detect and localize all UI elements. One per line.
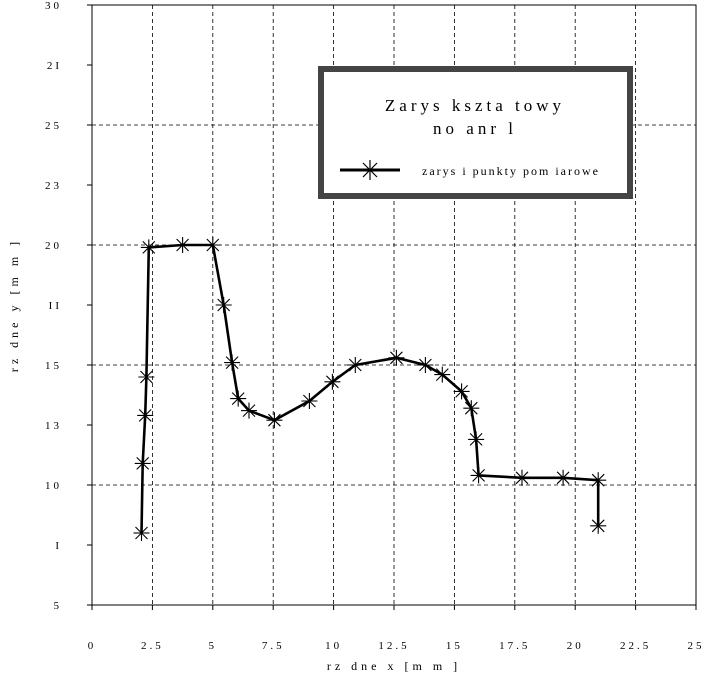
data-point: [514, 469, 530, 486]
series-line: [140, 243, 600, 534]
data-point: [241, 402, 257, 419]
y-axis-label: rz dne y [m m ]: [7, 238, 21, 372]
data-point: [590, 472, 607, 489]
x-tick-label: 15: [446, 640, 463, 652]
x-axis-label: rz dne x [m m ]: [327, 659, 461, 673]
y-tick-label: 5: [54, 600, 63, 612]
y-tick-label: 15: [45, 360, 62, 372]
y-tick-label: 25: [45, 120, 62, 132]
y-tick-label: 13: [45, 420, 62, 432]
data-point: [470, 467, 487, 484]
data-point: [434, 366, 451, 383]
x-tick-label: 12.5: [378, 640, 409, 652]
x-tick-label: 10: [325, 640, 342, 652]
data-point: [138, 369, 155, 385]
y-tick-label: 2I: [47, 60, 62, 72]
series: [133, 237, 607, 541]
data-point: [230, 390, 247, 407]
data-point: [215, 297, 232, 313]
x-tick-label: 5: [209, 640, 218, 652]
data-point: [140, 239, 157, 256]
y-tick-label: 20: [45, 240, 62, 252]
axis-ticks: 0 2.5 5 7.5 10 12.5 15 17.5 20 22.5 25 5 I 10 13 15 II 20…: [45, 0, 704, 652]
data-point: [224, 354, 241, 371]
data-point: [301, 393, 318, 409]
x-tick-label: 17.5: [499, 640, 530, 652]
legend-entry-label: zarys i punkty pom iarowe: [422, 164, 600, 178]
x-tick-label: 25: [688, 640, 704, 652]
data-point: [174, 237, 191, 253]
data-point: [347, 357, 364, 373]
legend-box: [318, 66, 633, 199]
x-tick-label: 7.5: [262, 640, 285, 652]
y-tick-label: 10: [45, 480, 62, 492]
legend-marker: [360, 160, 380, 180]
x-tick-label: 2.5: [141, 640, 164, 652]
legend-title-line2: no anr l: [433, 119, 517, 138]
x-tick-label: 20: [567, 640, 584, 652]
x-tick-label: 22.5: [620, 640, 651, 652]
y-tick-label: 23: [45, 180, 62, 192]
data-point: [468, 431, 485, 448]
y-tick-label: 30: [45, 0, 62, 12]
data-point: [133, 525, 150, 541]
x-tick-label: 0: [88, 640, 97, 652]
data-point: [137, 407, 154, 424]
data-point: [204, 237, 221, 253]
data-point: [417, 357, 434, 373]
legend: Zarys kszta towy no anr l zarys i punkty…: [318, 66, 633, 199]
data-point: [463, 400, 480, 417]
data-point: [590, 517, 607, 534]
data-point: [266, 412, 283, 429]
data-point: [388, 349, 405, 366]
data-point: [324, 373, 341, 390]
data-point: [134, 455, 151, 472]
y-tick-label: I: [55, 540, 62, 552]
data-point: [555, 469, 572, 486]
legend-title-line1: Zarys kszta towy: [385, 96, 565, 115]
y-tick-label: II: [49, 300, 62, 312]
data-point: [453, 383, 470, 400]
